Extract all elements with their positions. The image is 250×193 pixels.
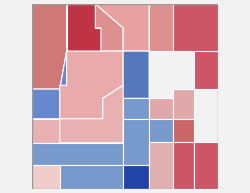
Polygon shape <box>123 119 149 165</box>
Polygon shape <box>149 119 173 142</box>
Polygon shape <box>95 4 149 51</box>
Polygon shape <box>194 142 218 189</box>
Polygon shape <box>194 51 218 89</box>
Polygon shape <box>123 98 149 119</box>
Polygon shape <box>95 4 123 51</box>
Polygon shape <box>149 142 173 189</box>
Polygon shape <box>32 51 67 119</box>
Polygon shape <box>32 165 60 189</box>
Polygon shape <box>32 143 123 165</box>
Polygon shape <box>123 165 149 189</box>
Polygon shape <box>32 119 60 143</box>
Polygon shape <box>60 165 123 189</box>
Polygon shape <box>67 4 101 51</box>
Polygon shape <box>149 98 173 119</box>
Polygon shape <box>173 142 194 189</box>
Polygon shape <box>149 4 173 51</box>
Polygon shape <box>60 51 123 119</box>
Polygon shape <box>173 4 218 89</box>
Polygon shape <box>32 4 67 89</box>
Polygon shape <box>173 89 194 119</box>
Polygon shape <box>60 85 123 143</box>
Polygon shape <box>103 51 149 98</box>
Polygon shape <box>173 119 194 142</box>
